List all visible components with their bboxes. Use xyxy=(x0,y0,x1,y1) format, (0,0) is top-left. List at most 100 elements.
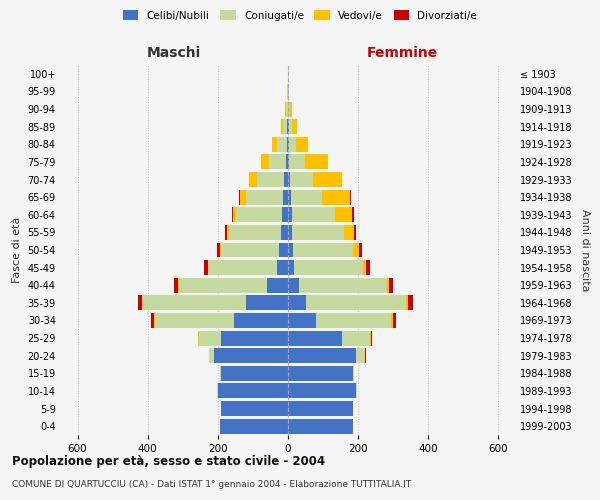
Bar xyxy=(221,366,288,381)
Bar xyxy=(281,208,288,222)
Y-axis label: Fasce di età: Fasce di età xyxy=(12,217,22,283)
Bar xyxy=(229,225,281,240)
Bar xyxy=(288,384,356,398)
Bar xyxy=(155,313,233,328)
Bar xyxy=(289,154,305,170)
Bar xyxy=(208,260,277,275)
Bar xyxy=(178,278,179,292)
Bar xyxy=(179,278,267,292)
Bar xyxy=(249,172,250,187)
Bar xyxy=(295,260,363,275)
Bar xyxy=(227,225,229,240)
Bar xyxy=(220,242,221,258)
Bar xyxy=(281,119,283,134)
Bar xyxy=(174,278,178,292)
Bar xyxy=(359,242,362,258)
Bar xyxy=(288,137,289,152)
Bar xyxy=(353,242,359,258)
Bar xyxy=(343,330,370,345)
Bar xyxy=(288,348,356,363)
Bar xyxy=(279,242,288,258)
Bar xyxy=(281,225,288,240)
Bar xyxy=(391,313,392,328)
Bar xyxy=(283,119,287,134)
Bar xyxy=(288,172,290,187)
Bar xyxy=(387,278,389,292)
Bar xyxy=(290,102,292,116)
Bar xyxy=(341,172,343,187)
Bar xyxy=(392,313,396,328)
Bar xyxy=(288,260,295,275)
Bar xyxy=(389,278,393,292)
Bar xyxy=(292,208,335,222)
Bar xyxy=(218,384,288,398)
Bar xyxy=(288,242,293,258)
Bar xyxy=(217,384,218,398)
Bar xyxy=(240,190,246,204)
Bar xyxy=(288,366,353,381)
Legend: Celibi/Nubili, Coniugati/e, Vedovi/e, Divorziati/e: Celibi/Nubili, Coniugati/e, Vedovi/e, Di… xyxy=(118,5,482,26)
Bar xyxy=(288,330,343,345)
Bar xyxy=(289,102,290,116)
Text: Maschi: Maschi xyxy=(147,46,201,60)
Bar xyxy=(151,313,154,328)
Bar xyxy=(199,330,221,345)
Bar xyxy=(316,313,391,328)
Bar xyxy=(272,137,277,152)
Bar xyxy=(350,190,351,204)
Bar xyxy=(221,242,279,258)
Bar xyxy=(335,208,352,222)
Bar xyxy=(288,208,292,222)
Bar xyxy=(288,278,299,292)
Bar xyxy=(239,190,240,204)
Bar xyxy=(288,190,291,204)
Y-axis label: Anni di nascita: Anni di nascita xyxy=(580,209,590,291)
Bar xyxy=(204,260,208,275)
Bar xyxy=(257,172,284,187)
Bar xyxy=(296,137,308,152)
Bar xyxy=(250,172,257,187)
Bar xyxy=(261,154,269,170)
Bar xyxy=(352,208,354,222)
Bar xyxy=(288,296,306,310)
Bar xyxy=(283,190,288,204)
Bar xyxy=(408,296,413,310)
Bar xyxy=(306,296,406,310)
Bar xyxy=(286,102,287,116)
Bar xyxy=(293,242,353,258)
Bar xyxy=(236,208,281,222)
Bar xyxy=(299,278,387,292)
Bar xyxy=(221,401,288,416)
Bar xyxy=(154,313,155,328)
Text: Popolazione per età, sesso e stato civile - 2004: Popolazione per età, sesso e stato civil… xyxy=(12,455,325,468)
Bar xyxy=(220,366,221,381)
Bar xyxy=(366,260,370,275)
Bar xyxy=(138,296,142,310)
Bar xyxy=(290,172,313,187)
Bar xyxy=(287,119,288,134)
Bar xyxy=(285,102,286,116)
Bar xyxy=(142,296,246,310)
Bar xyxy=(232,208,233,222)
Bar xyxy=(292,225,344,240)
Bar xyxy=(197,330,198,345)
Bar xyxy=(233,208,236,222)
Bar xyxy=(284,172,288,187)
Bar xyxy=(370,330,371,345)
Bar xyxy=(363,260,366,275)
Bar xyxy=(277,137,287,152)
Bar xyxy=(353,366,354,381)
Bar xyxy=(277,260,288,275)
Bar xyxy=(225,225,227,240)
Text: Femmine: Femmine xyxy=(367,46,437,60)
Bar xyxy=(286,154,288,170)
Bar xyxy=(344,225,354,240)
Bar xyxy=(288,313,316,328)
Bar xyxy=(269,154,286,170)
Bar xyxy=(221,330,288,345)
Bar xyxy=(214,348,288,363)
Bar xyxy=(289,119,292,134)
Bar xyxy=(233,313,288,328)
Bar xyxy=(292,119,297,134)
Bar xyxy=(356,348,365,363)
